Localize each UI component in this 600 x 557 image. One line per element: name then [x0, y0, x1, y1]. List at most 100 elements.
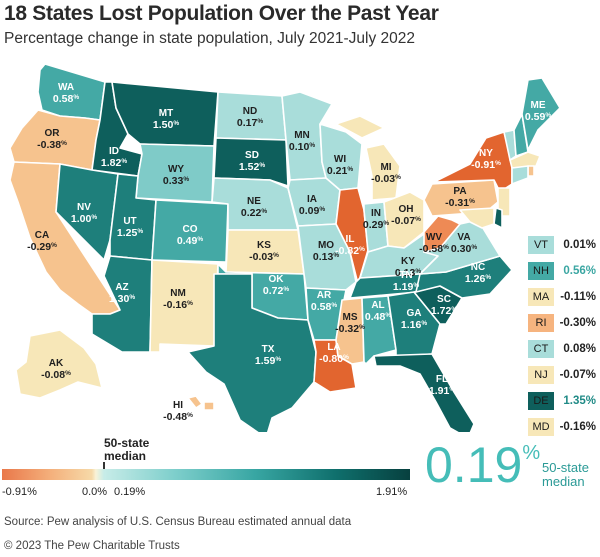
legend-value: -0.11% — [560, 291, 596, 303]
scale-median-value-label: 0.19% — [114, 486, 146, 498]
state-shape-ak — [15, 329, 103, 399]
state-value-co: 0.49% — [177, 235, 203, 247]
headline-median: 0.19% — [425, 436, 540, 494]
state-value-id: 1.82% — [101, 157, 127, 169]
state-value-tx: 1.59% — [255, 355, 281, 367]
state-code-ne: NE — [247, 196, 261, 207]
copyright-note: © 2023 The Pew Charitable Trusts — [4, 540, 180, 552]
state-value-az: 1.30% — [109, 293, 135, 305]
state-value-nv: 1.00% — [71, 213, 97, 225]
legend-row: RI -0.30% — [528, 310, 598, 336]
state-code-wy: WY — [168, 164, 184, 175]
legend-row: CT 0.08% — [528, 336, 598, 362]
state-code-or: OR — [45, 128, 61, 139]
state-shape-fl — [373, 353, 475, 432]
scale-median-label-line1: 50-state — [104, 436, 150, 450]
scale-median-label: 50-state median — [104, 437, 149, 463]
state-shape-ct — [511, 165, 529, 185]
state-value-mo: 0.13% — [313, 251, 339, 263]
state-value-in: 0.29% — [363, 219, 389, 231]
state-code-sd: SD — [245, 150, 259, 161]
state-shape-me — [521, 77, 561, 151]
state-shape-ri — [527, 165, 535, 177]
state-value-ne: 0.22% — [241, 207, 267, 219]
scale-median-label-line2: median — [104, 449, 147, 463]
state-code-fl: FL — [436, 374, 448, 385]
state-code-nm: NM — [170, 288, 186, 299]
state-code-pa: PA — [453, 186, 466, 197]
state-value-hi: -0.48% — [163, 411, 193, 423]
state-code-ky: KY — [401, 256, 415, 267]
state-value-mn: 0.10% — [289, 141, 315, 153]
state-value-ny: -0.91% — [471, 159, 501, 171]
legend-value: -0.07% — [559, 369, 596, 381]
legend-value: 0.56% — [563, 265, 596, 277]
state-code-ak: AK — [49, 358, 64, 369]
state-code-ca: CA — [35, 230, 49, 241]
state-value-oh: -0.07% — [391, 215, 421, 227]
state-shape-ma — [509, 151, 541, 169]
state-code-wi: WI — [334, 154, 346, 165]
legend-swatch: VT — [528, 236, 554, 254]
state-code-co: CO — [183, 224, 198, 235]
legend-swatch: MA — [528, 288, 554, 306]
color-scale-bar — [2, 469, 410, 480]
state-code-il: IL — [346, 234, 355, 245]
source-note: Source: Pew analysis of U.S. Census Bure… — [4, 516, 352, 528]
state-code-al: AL — [371, 300, 384, 311]
state-value-wa: 0.58% — [53, 93, 79, 105]
state-value-la: -0.80% — [319, 353, 349, 365]
state-value-mi: -0.03% — [371, 173, 401, 185]
state-value-or: -0.38% — [37, 139, 67, 151]
state-shape-sd — [213, 137, 289, 187]
legend-value: -0.16% — [559, 421, 596, 433]
scale-min-label: -0.91% — [2, 486, 37, 498]
state-code-nd: ND — [243, 106, 257, 117]
state-value-sd: 1.52% — [239, 161, 265, 173]
state-value-ok: 0.72% — [263, 285, 289, 297]
state-code-mi: MI — [380, 162, 391, 173]
state-value-ia: 0.09% — [299, 205, 325, 217]
state-code-id: ID — [109, 146, 119, 157]
state-code-hi: HI — [173, 400, 183, 411]
headline-median-label-line1: 50-state — [542, 460, 589, 475]
map-title: 18 States Lost Population Over the Past … — [4, 2, 439, 25]
scale-max-label: 1.91% — [376, 486, 408, 498]
legend-swatch: NJ — [528, 366, 554, 384]
state-value-ar: 0.58% — [311, 301, 337, 313]
legend-value: 0.01% — [563, 239, 596, 251]
state-value-nd: 0.17% — [237, 117, 263, 129]
state-value-ga: 1.16% — [401, 319, 427, 331]
legend-value: 1.35% — [563, 395, 596, 407]
state-code-la: LA — [327, 342, 340, 353]
legend-row: NJ -0.07% — [528, 362, 598, 388]
state-code-ms: MS — [343, 312, 358, 323]
state-code-ks: KS — [257, 240, 271, 251]
legend-row: MA -0.11% — [528, 284, 598, 310]
state-value-ca: -0.29% — [27, 241, 57, 253]
state-value-fl: 1.91% — [429, 385, 455, 397]
legend-swatch: NH — [528, 262, 554, 280]
legend-swatch: RI — [528, 314, 554, 332]
state-value-nm: -0.16% — [163, 299, 193, 311]
headline-median-label: 50-state median — [542, 461, 589, 489]
headline-median-unit: % — [522, 442, 541, 464]
headline-median-value: 0.19 — [425, 437, 523, 493]
state-code-mn: MN — [294, 130, 310, 141]
state-code-tn: TN — [399, 270, 412, 281]
state-value-il: -0.82% — [335, 245, 365, 257]
state-code-az: AZ — [115, 282, 128, 293]
state-code-in: IN — [371, 208, 381, 219]
state-value-wi: 0.21% — [327, 165, 353, 177]
map-subtitle: Percentage change in state population, J… — [4, 30, 416, 47]
state-code-mo: MO — [318, 240, 334, 251]
state-value-wv: -0.58% — [419, 243, 449, 255]
state-code-wv: WV — [426, 232, 442, 243]
state-value-wy: 0.33% — [163, 175, 189, 187]
state-value-sc: 1.72% — [431, 305, 457, 317]
state-value-al: 0.48% — [365, 311, 391, 323]
legend-row: VT 0.01% — [528, 232, 598, 258]
state-value-ky: 0.13% — [395, 267, 421, 279]
legend-row: DE 1.35% — [528, 388, 598, 414]
legend-swatch: MD — [528, 418, 554, 436]
